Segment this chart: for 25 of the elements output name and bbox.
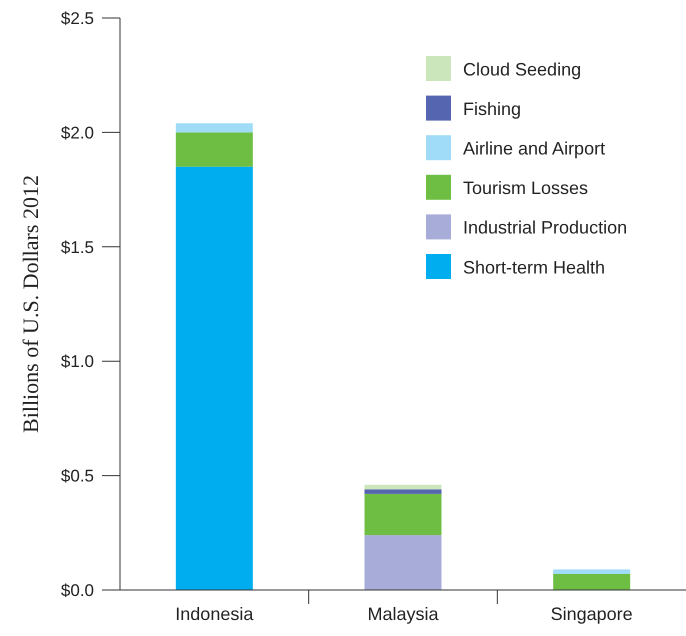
bar <box>176 123 253 132</box>
y-tick-label: $2.0 <box>60 123 94 142</box>
y-axis-title: Billions of U.S. Dollars 2012 <box>18 175 43 433</box>
x-tick-label: Malaysia <box>367 604 440 624</box>
legend-label: Airline and Airport <box>463 138 606 158</box>
bar <box>553 574 630 590</box>
y-tick-label: $0.0 <box>60 580 94 600</box>
bar <box>176 132 253 167</box>
y-tick-label: $1.0 <box>60 352 94 372</box>
bar <box>364 494 442 536</box>
x-tick-label: Indonesia <box>175 604 254 624</box>
legend-label: Fishing <box>463 98 522 119</box>
bar <box>176 166 253 590</box>
bar <box>553 569 630 574</box>
x-tick-label: Singapore <box>550 604 633 624</box>
bar <box>364 489 442 494</box>
legend-label: Cloud Seeding <box>463 59 582 80</box>
y-tick-label: $1.5 <box>60 238 94 257</box>
legend-label: Industrial Production <box>463 218 628 238</box>
y-tick-label: $2.5 <box>60 8 94 28</box>
bar <box>364 535 442 590</box>
legend-label: Short-term Health <box>463 257 606 278</box>
legend-label: Tourism Losses <box>463 178 588 198</box>
y-tick-label: $0.5 <box>60 466 94 486</box>
bar <box>364 484 442 490</box>
